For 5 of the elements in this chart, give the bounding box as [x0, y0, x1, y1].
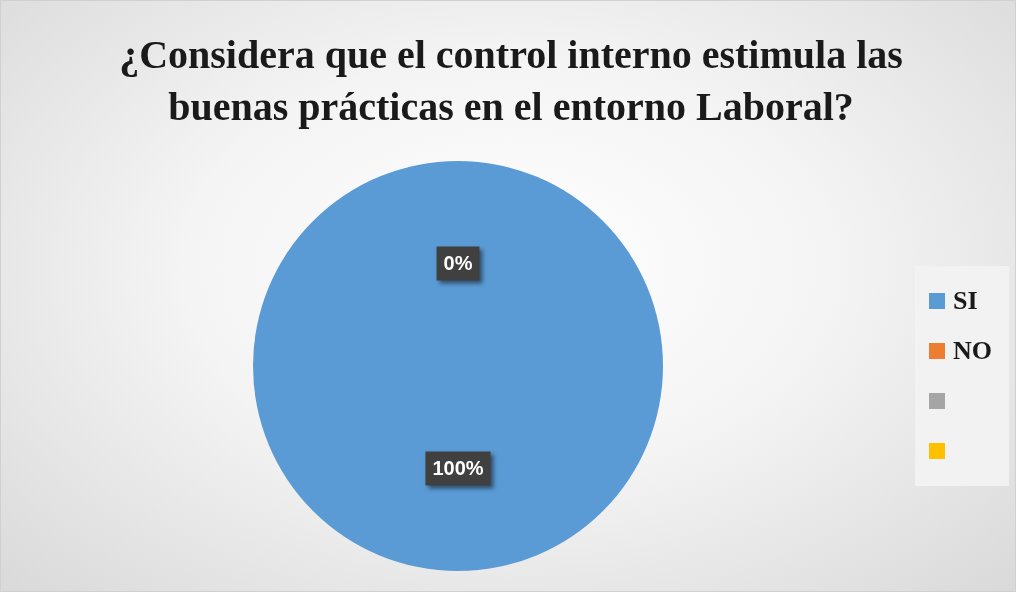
legend-label: SI — [953, 286, 978, 316]
legend-label: NO — [953, 336, 992, 366]
text: 0% — [443, 252, 473, 275]
chart-title: ¿Considera que el control interno estimula las buenas prácticas en el entorno Laboral? — [118, 31, 904, 131]
data-label: 100% — [432, 457, 484, 480]
